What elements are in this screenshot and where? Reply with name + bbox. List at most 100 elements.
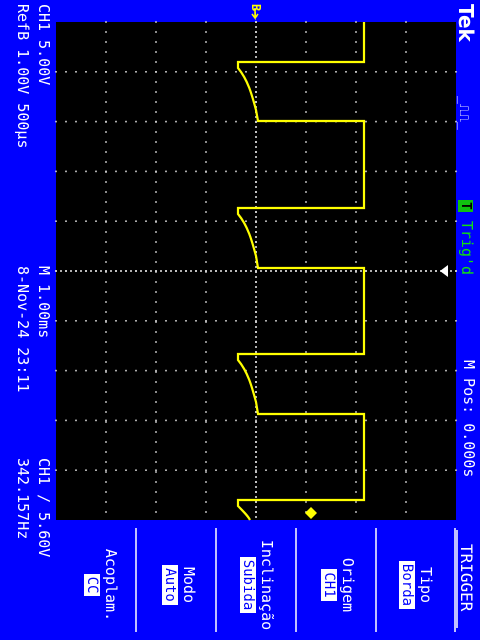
graticule-dot xyxy=(275,419,277,422)
graticule-dot xyxy=(165,469,167,471)
graticule-dot xyxy=(425,320,427,322)
graticule-dot xyxy=(115,170,117,173)
graticule-dot xyxy=(355,21,357,23)
graticule-dot xyxy=(305,111,307,113)
graticule-dot xyxy=(115,270,117,272)
graticule-dot xyxy=(205,51,207,53)
graticule-dot xyxy=(405,111,407,113)
graticule-dot xyxy=(155,81,157,83)
graticule-dot xyxy=(415,469,417,471)
graticule-dot xyxy=(75,170,77,173)
graticule-dot xyxy=(150,270,152,272)
graticule-dot xyxy=(225,170,227,173)
graticule-dot xyxy=(155,231,157,233)
graticule-dot xyxy=(255,241,257,243)
graticule-dot xyxy=(425,369,427,372)
graticule-dot xyxy=(315,469,317,471)
menu-item-modo[interactable]: Modo Auto xyxy=(162,535,198,635)
graticule-dot xyxy=(205,101,207,103)
graticule-dot xyxy=(155,141,157,143)
graticule-dot xyxy=(155,471,157,473)
graticule-dot xyxy=(175,120,177,123)
graticule-dot xyxy=(80,270,82,272)
graticule-dot xyxy=(265,220,267,222)
graticule-dot xyxy=(130,270,132,272)
graticule-dot xyxy=(255,291,257,293)
graticule-dot xyxy=(55,469,57,471)
graticule-dot xyxy=(305,41,307,43)
graticule-dot xyxy=(255,146,257,148)
graticule-dot xyxy=(320,270,322,272)
graticule-dot xyxy=(255,336,257,338)
graticule-dot xyxy=(145,220,147,222)
graticule-dot xyxy=(210,270,212,272)
graticule-dot xyxy=(85,270,87,272)
graticule-dot xyxy=(305,220,307,222)
graticule-dot xyxy=(365,320,367,322)
menu-item-tipo[interactable]: Tipo Borda xyxy=(399,535,435,635)
graticule-dot xyxy=(405,201,407,203)
timebase-readout: M 1.00ms xyxy=(35,266,53,339)
graticule-dot xyxy=(355,271,357,273)
graticule-dot xyxy=(255,431,257,433)
graticule-dot xyxy=(325,170,327,173)
graticule-dot xyxy=(255,36,257,38)
graticule-dot xyxy=(245,170,247,173)
graticule-dot xyxy=(255,246,257,248)
graticule-dot xyxy=(155,271,157,273)
graticule-dot xyxy=(310,270,312,272)
graticule-dot xyxy=(185,71,187,73)
graticule-dot xyxy=(305,270,307,272)
graticule-dot xyxy=(115,71,117,73)
graticule-dot xyxy=(155,381,157,383)
graticule-dot xyxy=(205,220,207,222)
graticule-dot xyxy=(325,419,327,422)
menu-item-acoplamento[interactable]: Acoplam. CC xyxy=(84,535,120,635)
graticule-dot xyxy=(115,220,117,222)
graticule-dot xyxy=(205,91,207,93)
graticule-dot xyxy=(265,320,267,322)
graticule-dot xyxy=(205,31,207,33)
graticule-dot xyxy=(295,469,297,471)
graticule-dot xyxy=(255,181,257,183)
graticule-dot xyxy=(405,151,407,153)
graticule-dot xyxy=(255,131,257,133)
graticule-dot xyxy=(265,270,267,272)
graticule-dot xyxy=(375,71,377,73)
graticule-dot xyxy=(65,419,67,422)
graticule-dot xyxy=(105,471,107,473)
graticule-dot xyxy=(195,220,197,222)
menu-item-origem[interactable]: Origem CH1 xyxy=(321,535,357,635)
graticule-dot xyxy=(305,469,307,471)
graticule-dot xyxy=(385,320,387,322)
graticule-dot xyxy=(205,161,207,163)
graticule-dot xyxy=(405,101,407,103)
graticule-dot xyxy=(110,270,112,272)
graticule-dot xyxy=(305,401,307,403)
graticule-dot xyxy=(255,501,257,503)
graticule-dot xyxy=(205,251,207,253)
graticule-dot xyxy=(155,401,157,403)
graticule-dot xyxy=(155,101,157,103)
graticule-dot xyxy=(255,186,257,188)
graticule-dot xyxy=(155,270,157,272)
graticule-dot xyxy=(315,71,317,73)
graticule-dot xyxy=(275,369,277,372)
graticule-dot xyxy=(155,170,157,173)
graticule-dot xyxy=(55,170,57,173)
graticule-dot xyxy=(265,419,267,422)
graticule-dot xyxy=(155,191,157,193)
graticule-dot xyxy=(105,491,107,493)
menu-item-label: Inclinação xyxy=(258,539,276,631)
graticule-dot xyxy=(205,261,207,263)
graticule-dot xyxy=(255,201,257,203)
graticule-dot xyxy=(135,419,137,422)
graticule-dot xyxy=(375,369,377,372)
graticule-dot xyxy=(305,481,307,483)
graticule-dot xyxy=(190,270,192,272)
graticule-dot xyxy=(125,220,127,222)
graticule-dot xyxy=(265,369,267,372)
menu-item-inclinacao[interactable]: Inclinação Subida xyxy=(240,535,276,635)
graticule-dot xyxy=(305,231,307,233)
graticule-dot xyxy=(405,321,407,323)
